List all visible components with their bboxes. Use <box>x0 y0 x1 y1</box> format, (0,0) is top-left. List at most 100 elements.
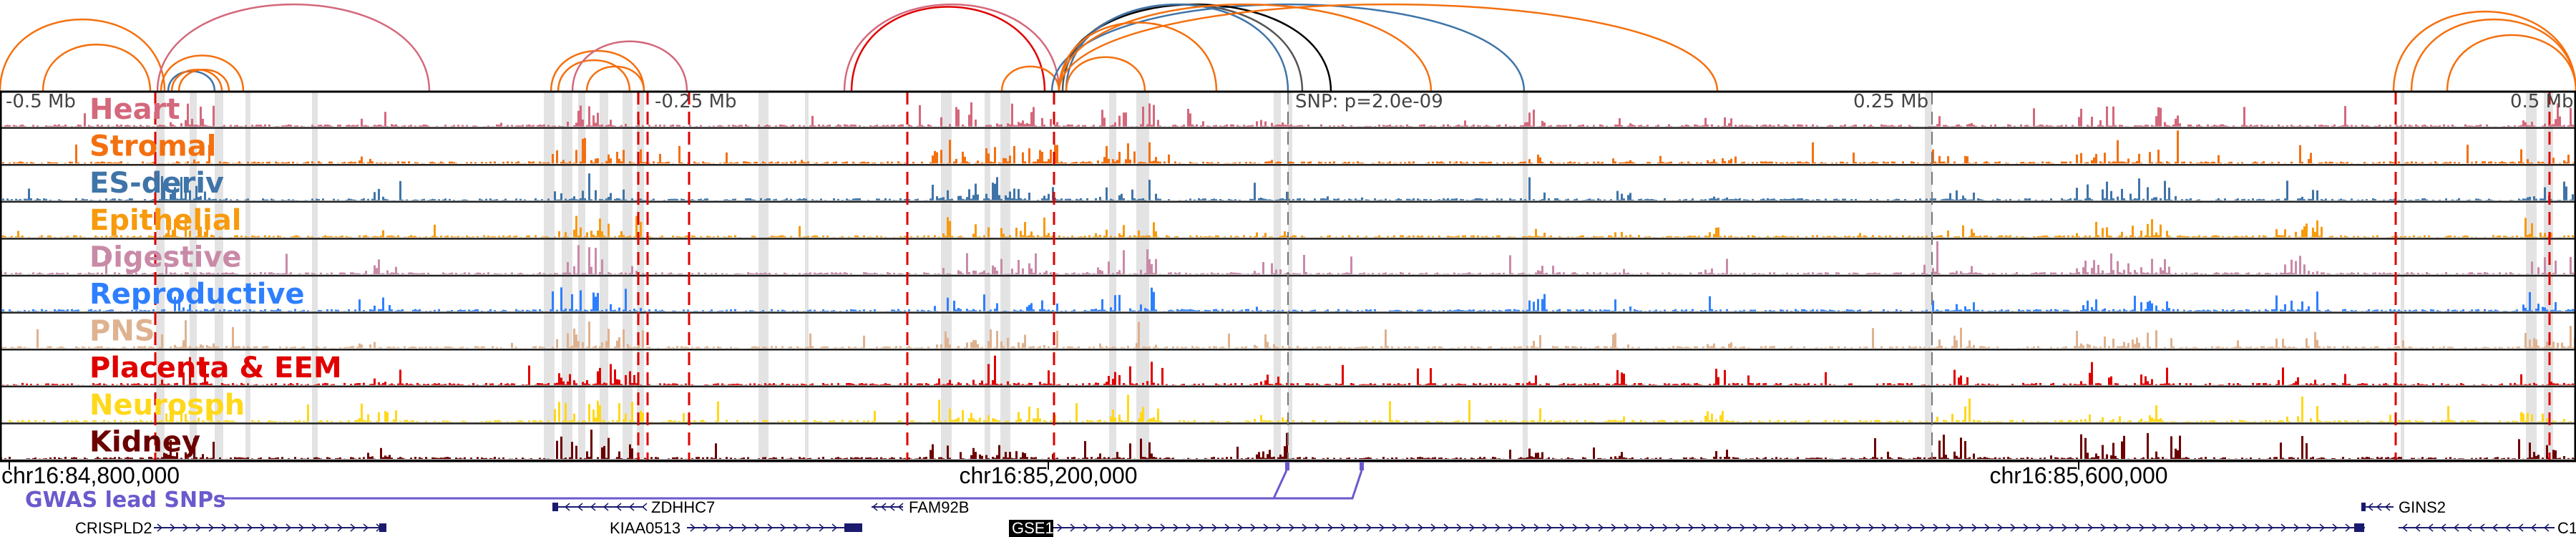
interaction-arc <box>2410 19 2576 92</box>
track-label: Epithelial <box>89 204 242 237</box>
chevron-icon <box>602 503 609 511</box>
gene-label-gse1[interactable]: GSE1 <box>1012 519 1054 537</box>
chevron-icon <box>1791 523 1797 532</box>
chevron-icon <box>337 523 343 532</box>
chevron-icon <box>2010 523 2016 532</box>
chevron-icon <box>793 523 799 532</box>
chevron-icon <box>1572 523 1579 532</box>
chevron-icon <box>1405 523 1411 532</box>
gwas-snp-marker[interactable] <box>1285 462 1289 470</box>
chevron-icon <box>2165 523 2171 532</box>
chevron-icon <box>1108 523 1115 532</box>
chevron-icon <box>2152 523 2158 532</box>
chevron-icon <box>1546 523 1553 532</box>
chevron-icon <box>2517 523 2524 532</box>
chevron-icon <box>1314 523 1321 532</box>
gene-exon <box>2354 523 2364 532</box>
chevron-icon <box>1920 523 1926 532</box>
chevron-icon <box>1443 523 1450 532</box>
chevron-icon <box>590 503 596 511</box>
interaction-arc <box>156 4 431 92</box>
chevron-icon <box>221 523 228 532</box>
chevron-icon <box>2440 523 2446 532</box>
chevron-icon <box>260 523 266 532</box>
chevron-icon <box>2062 523 2068 532</box>
chevron-icon <box>1946 523 1952 532</box>
chevron-icon <box>195 523 202 532</box>
chevron-icon <box>2332 523 2338 532</box>
chevron-icon <box>2126 523 2132 532</box>
chevron-icon <box>1598 523 1604 532</box>
gwas-snp-marker[interactable] <box>1360 462 1364 470</box>
chevron-icon <box>1752 523 1759 532</box>
chevron-icon <box>2414 523 2421 532</box>
chevron-icon <box>2036 523 2042 532</box>
chevron-icon <box>1508 523 1514 532</box>
signal-epithelial <box>0 214 2576 238</box>
chevron-icon <box>1199 523 1205 532</box>
gene-label-gins2[interactable]: GINS2 <box>2399 498 2446 516</box>
gwas-label: GWAS lead SNPs <box>25 488 225 513</box>
chevron-icon <box>1778 523 1785 532</box>
chevron-icon <box>273 523 279 532</box>
chevron-icon <box>1817 523 1823 532</box>
chevron-icon <box>615 503 622 511</box>
chevron-icon <box>1688 523 1694 532</box>
gene-label-fam92b[interactable]: FAM92B <box>909 498 969 516</box>
chevron-icon <box>2376 503 2382 511</box>
chevron-icon <box>2203 523 2210 532</box>
track-label: Placenta & EEM <box>89 352 342 384</box>
chevron-icon <box>1482 523 1488 532</box>
gene-highlight-gse1 <box>1009 520 1053 537</box>
axis-tick-label: chr16:84,800,000 <box>1 463 180 488</box>
signal-pns <box>0 320 2576 349</box>
chevron-icon <box>2216 523 2223 532</box>
signal-reproductive <box>0 287 2576 311</box>
chevron-icon <box>2530 523 2537 532</box>
interaction-arc <box>1058 21 1218 92</box>
interaction-arc <box>843 4 1060 92</box>
chevron-icon <box>703 523 709 532</box>
interaction-arc <box>2392 10 2576 92</box>
chevron-icon <box>234 523 240 532</box>
gene-label-c1[interactable]: C1 <box>2557 519 2576 537</box>
ruler-right-label: 0.5 Mb <box>2510 91 2574 112</box>
interaction-arc <box>42 44 152 92</box>
interaction-arc <box>0 19 166 92</box>
chevron-icon <box>806 523 812 532</box>
chevron-icon <box>2453 523 2459 532</box>
chevron-icon <box>2293 523 2300 532</box>
chevron-icon <box>1984 523 1991 532</box>
gene-label-zdhhc7[interactable]: ZDHHC7 <box>651 498 715 516</box>
chevron-icon <box>2087 523 2094 532</box>
gwas-track: GWAS lead SNPs <box>25 462 1364 513</box>
chevron-icon <box>1469 523 1475 532</box>
highlight-marks <box>154 92 2551 461</box>
chevron-icon <box>1379 523 1385 532</box>
chevron-icon <box>1353 523 1360 532</box>
chevron-icon <box>1263 523 1269 532</box>
gene-exon <box>552 503 558 511</box>
interaction-arc <box>1065 56 1146 92</box>
chevron-icon <box>1302 523 1308 532</box>
track-labels: Heart Stromal ES-deriv Epithelial Digestive R… <box>89 93 342 458</box>
interaction-arc <box>1058 4 1332 92</box>
interaction-arc <box>1065 3 1289 92</box>
chevron-icon <box>2280 523 2287 532</box>
chevron-icon <box>1649 523 1656 532</box>
chevron-icon <box>1134 523 1141 532</box>
interaction-arc <box>585 65 645 92</box>
signal-neurosph <box>0 395 2576 422</box>
chevron-icon <box>754 523 761 532</box>
chevron-icon <box>1997 523 2004 532</box>
chevron-icon <box>831 523 838 532</box>
chevron-icon <box>2401 523 2408 532</box>
chevron-icon <box>1714 523 1720 532</box>
interaction-arcs <box>0 3 2576 92</box>
interaction-arc <box>160 54 245 92</box>
gene-label-crispld2[interactable]: CRISPLD2 <box>75 519 152 537</box>
gene-label-kiaa0513[interactable]: KIAA0513 <box>610 519 680 537</box>
chevron-icon <box>1662 523 1669 532</box>
chevron-icon <box>2306 523 2313 532</box>
chevron-icon <box>1855 523 1862 532</box>
